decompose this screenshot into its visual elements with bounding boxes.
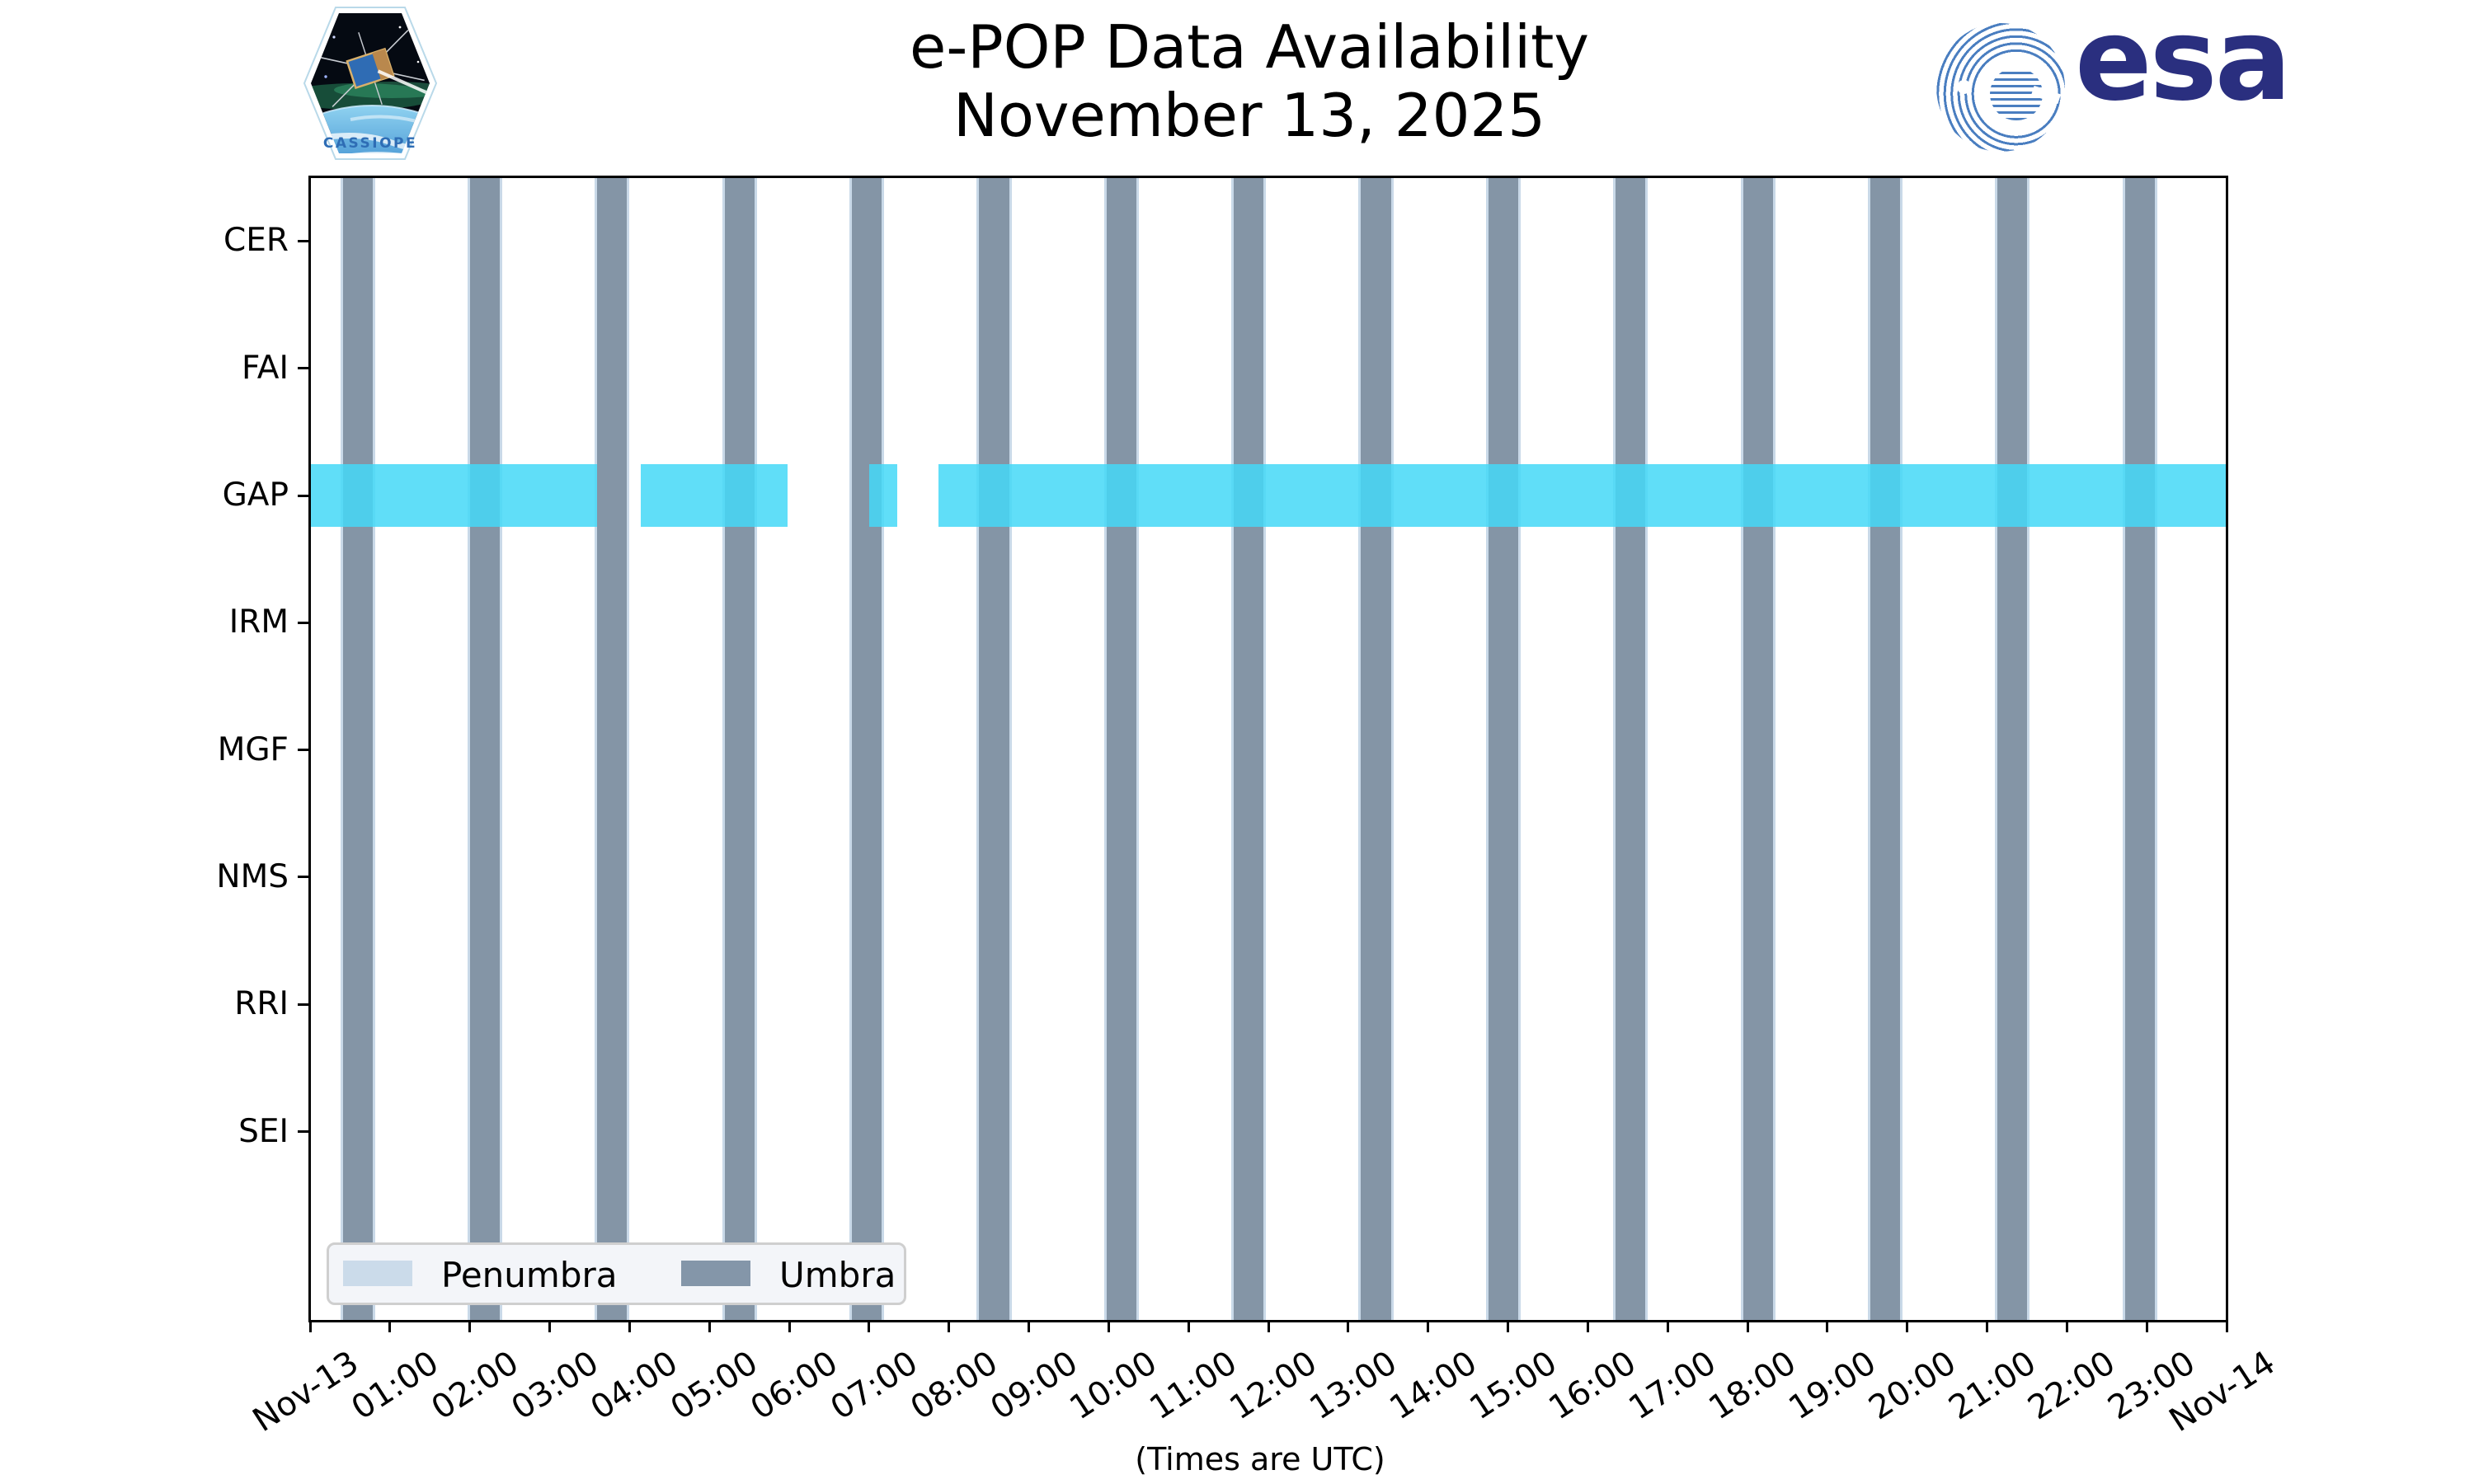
y-tick	[298, 1003, 310, 1006]
y-axis-label-mgf: MGF	[217, 730, 289, 768]
x-tick	[628, 1322, 631, 1332]
y-axis-label-sei: SEI	[238, 1112, 289, 1150]
legend-umbra-swatch	[681, 1261, 750, 1286]
cassiope-mission-patch: CASSIOPE	[301, 4, 440, 162]
cassiope-patch-label: CASSIOPE	[323, 135, 417, 152]
availability-segment-gap	[310, 464, 598, 527]
x-tick	[788, 1322, 791, 1332]
umbra-bar	[2122, 177, 2157, 1321]
chart-title-line2: November 13, 2025	[952, 81, 1546, 150]
x-tick	[1107, 1322, 1110, 1332]
x-tick	[1267, 1322, 1270, 1332]
umbra-bar	[1103, 177, 1139, 1321]
y-tick	[298, 749, 310, 752]
x-tick	[388, 1322, 392, 1332]
legend-penumbra-label: Penumbra	[441, 1255, 618, 1295]
x-tick	[1826, 1322, 1829, 1332]
umbra-bar	[595, 177, 630, 1321]
y-axis-label-gap: GAP	[222, 477, 289, 514]
availability-segment-gap	[938, 464, 2227, 527]
x-tick	[1746, 1322, 1749, 1332]
y-tick	[298, 621, 310, 624]
umbra-bar	[467, 177, 503, 1321]
umbra-bar	[1231, 177, 1267, 1321]
x-tick	[1507, 1322, 1509, 1332]
x-tick	[1187, 1322, 1190, 1332]
y-tick	[298, 494, 310, 497]
axis-caption: (Times are UTC)	[1135, 1441, 1385, 1477]
y-axis-label-irm: IRM	[228, 603, 289, 641]
x-tick	[948, 1322, 951, 1332]
umbra-bar	[976, 177, 1012, 1321]
x-tick	[1986, 1322, 1988, 1332]
x-tick	[708, 1322, 711, 1332]
umbra-bar	[1358, 177, 1394, 1321]
umbra-bar	[1613, 177, 1649, 1321]
availability-segment-gap	[869, 464, 897, 527]
esa-globe-icon	[1936, 23, 2065, 152]
x-tick	[1347, 1322, 1350, 1332]
plot-area	[310, 177, 2227, 1321]
x-tick	[1427, 1322, 1430, 1332]
x-tick	[1028, 1322, 1030, 1332]
legend: Penumbra Umbra	[327, 1242, 906, 1305]
chart-title: e-POP Data Availability November 13, 202…	[0, 13, 2474, 150]
umbra-bar	[1867, 177, 1903, 1321]
x-tick	[468, 1322, 472, 1332]
x-tick	[308, 1322, 312, 1332]
umbra-bar	[1740, 177, 1776, 1321]
legend-umbra-label: Umbra	[779, 1255, 896, 1295]
umbra-bar	[1995, 177, 2030, 1321]
x-tick	[2065, 1322, 2068, 1332]
umbra-bar	[1485, 177, 1521, 1321]
y-axis-label-nms: NMS	[216, 857, 289, 895]
umbra-bar	[849, 177, 885, 1321]
esa-wordmark: esa	[2075, 0, 2292, 126]
y-tick	[298, 367, 310, 370]
y-tick	[298, 1130, 310, 1133]
y-tick	[298, 876, 310, 879]
x-tick	[2145, 1322, 2148, 1332]
esa-globe-e	[1977, 54, 2061, 133]
umbra-bar	[340, 177, 375, 1321]
x-tick	[868, 1322, 871, 1332]
x-tick	[1586, 1322, 1589, 1332]
x-tick	[1906, 1322, 1909, 1332]
x-tick	[2225, 1322, 2228, 1332]
esa-globe-dot	[1956, 79, 1971, 94]
legend-penumbra-swatch	[343, 1261, 412, 1286]
chart-title-line1: e-POP Data Availability	[910, 12, 1589, 82]
aurora-band	[311, 83, 430, 110]
cassiope-patch-graphic: CASSIOPE	[303, 7, 438, 160]
y-axis-label-rri: RRI	[234, 985, 289, 1023]
y-tick	[298, 239, 310, 242]
x-tick	[548, 1322, 551, 1332]
umbra-bar	[722, 177, 757, 1321]
availability-segment-gap	[640, 464, 788, 527]
esa-logo: esa	[1936, 0, 2398, 160]
x-tick	[1666, 1322, 1669, 1332]
y-axis-label-fai: FAI	[241, 349, 289, 387]
y-axis-label-cer: CER	[223, 222, 289, 260]
